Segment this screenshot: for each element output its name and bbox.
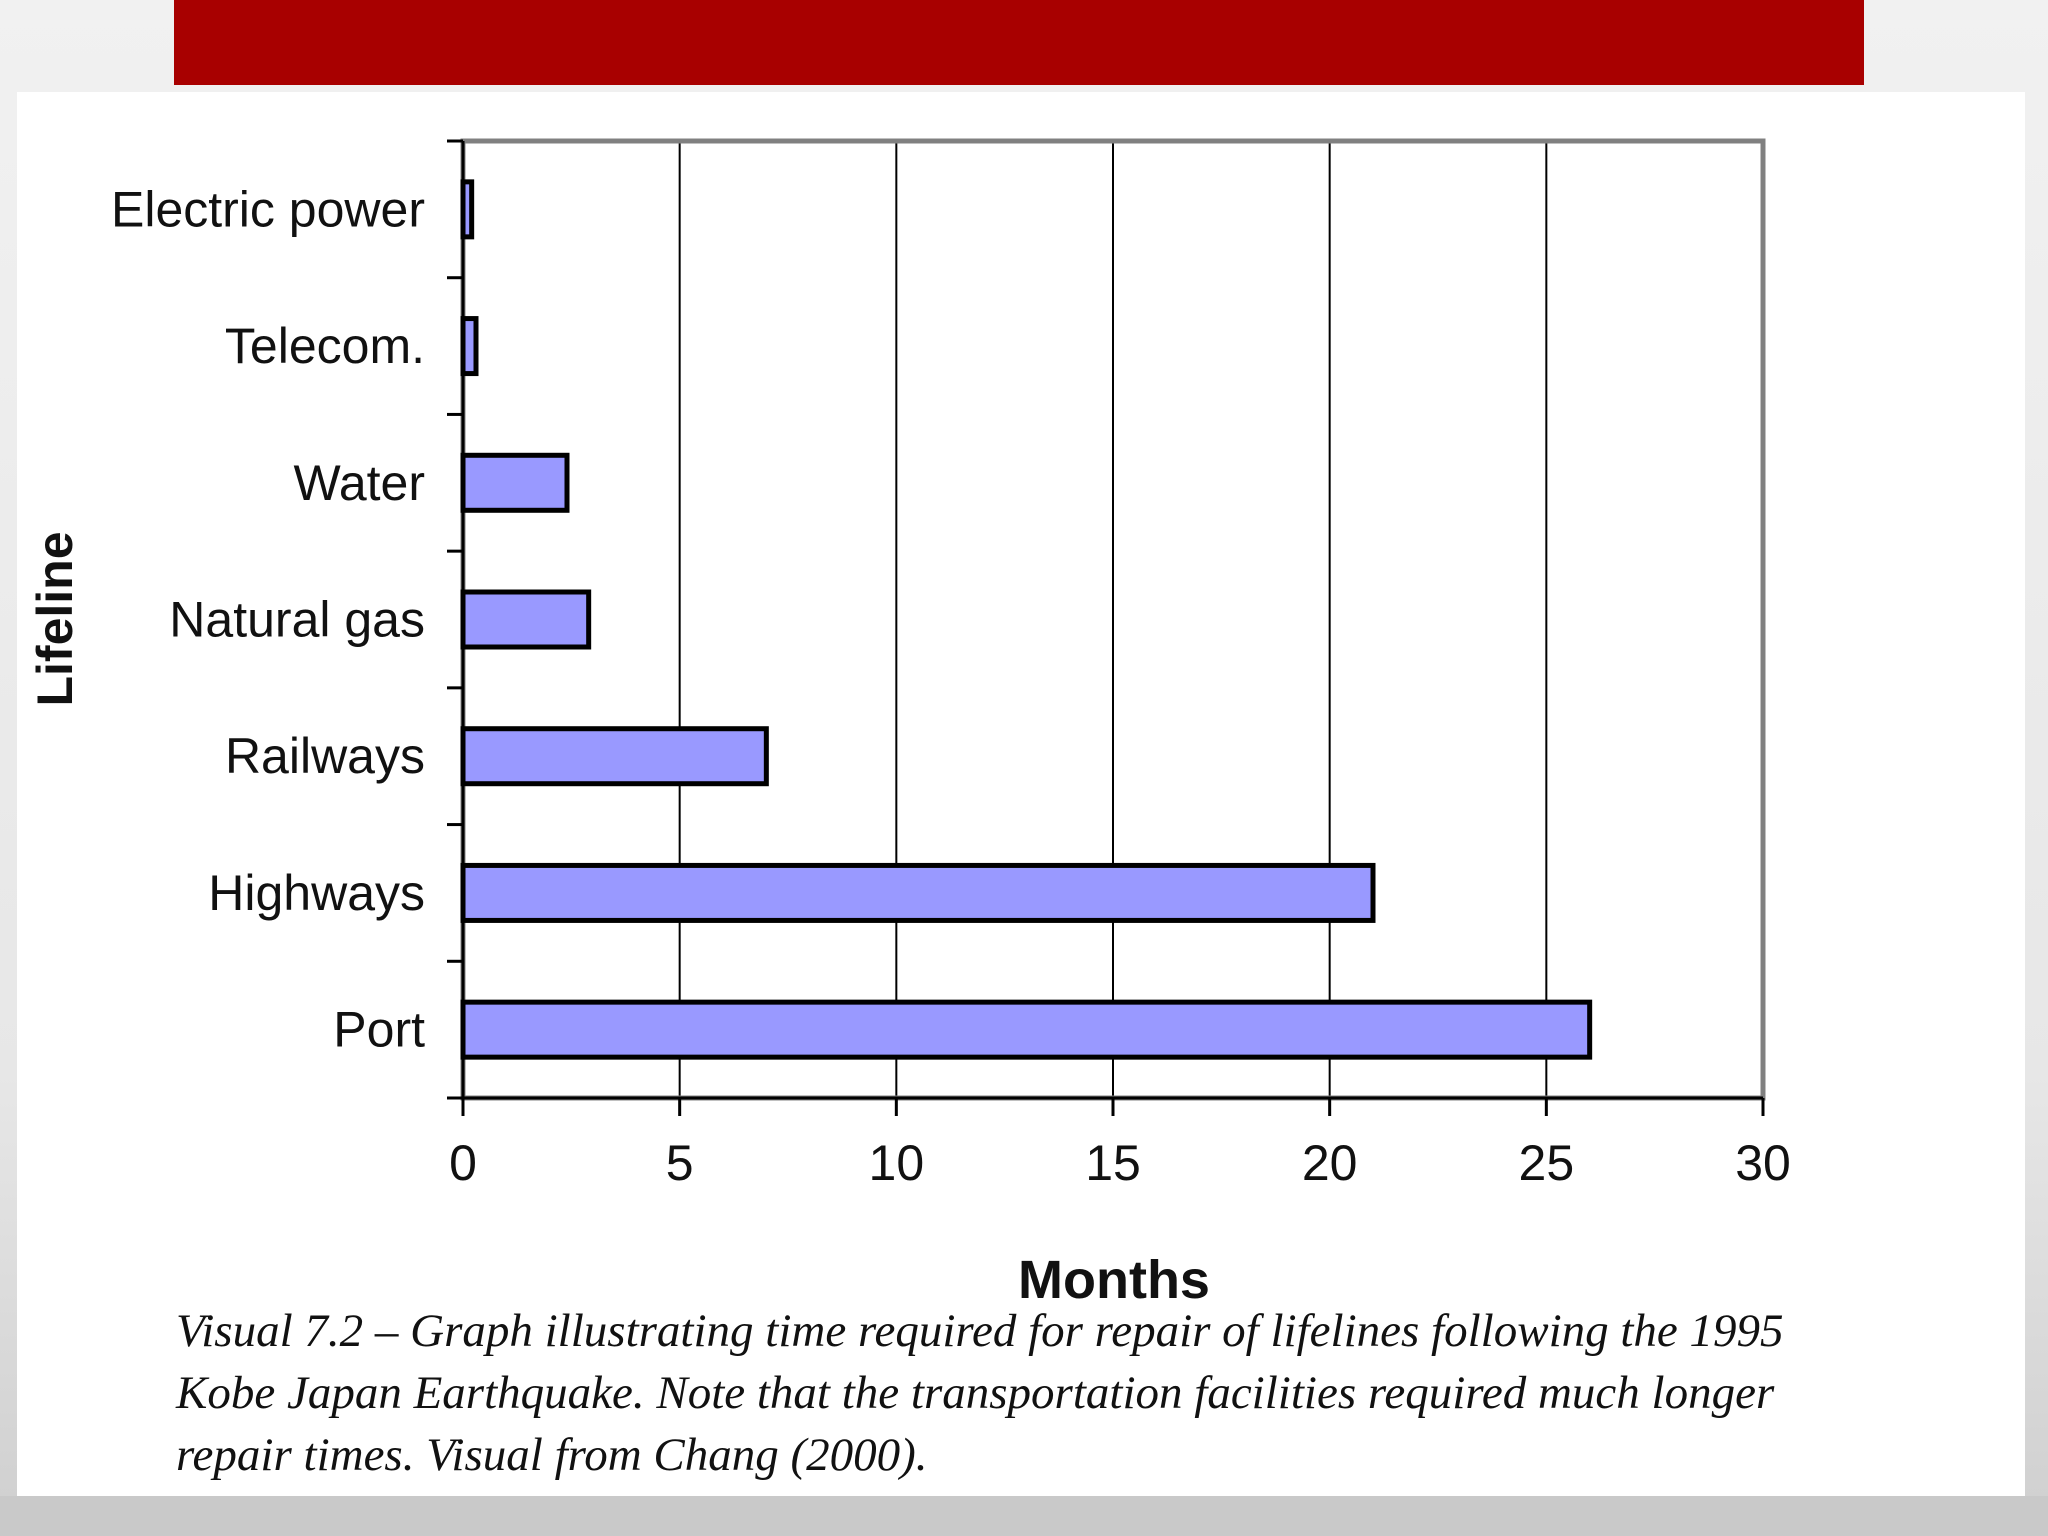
x-tick-label: 15 [1085, 1135, 1141, 1191]
labels-layer: 0 5 10 15 20 25 30 Electric power Telecom. Water N… [111, 181, 1791, 1191]
bar [460, 999, 1593, 1060]
slide-card [17, 92, 2025, 1496]
x-tick-label: 30 [1735, 1135, 1791, 1191]
category-label: Water [294, 455, 426, 511]
category-label: Natural gas [169, 592, 425, 648]
category-label: Electric power [111, 181, 425, 237]
category-label: Port [333, 1002, 425, 1058]
ticks-layer [447, 139, 1765, 1116]
bottom-strip [0, 1496, 2048, 1536]
bar [460, 862, 1376, 923]
bars-layer [460, 179, 1593, 1060]
y-axis-title: Lifeline [27, 531, 83, 706]
title-banner [174, 0, 1864, 85]
x-tick-label: 10 [869, 1135, 925, 1191]
bar-chart: 0 5 10 15 20 25 30 Electric power Telecom. Water N… [27, 138, 1791, 1300]
caption-line-3: repair times. Visual from Chang (2000). [176, 1429, 928, 1481]
x-tick-label: 0 [449, 1135, 477, 1191]
x-tick-label: 25 [1519, 1135, 1575, 1191]
caption-line-1: Visual 7.2 – Graph illustrating time req… [176, 1305, 1784, 1357]
grid-layer [678, 141, 1548, 1098]
bar [460, 452, 570, 513]
category-label: Highways [208, 865, 425, 921]
figure-caption: Visual 7.2 – Graph illustrating time req… [176, 1300, 1876, 1486]
x-tick-label: 20 [1302, 1135, 1358, 1191]
category-label: Telecom. [225, 318, 425, 374]
bar [460, 726, 769, 787]
bar [460, 589, 592, 650]
bar [460, 316, 479, 377]
x-axis-title: Months [1018, 1250, 1210, 1300]
x-tick-label: 5 [666, 1135, 694, 1191]
category-label: Railways [225, 728, 425, 784]
caption-line-2: Kobe Japan Earthquake. Note that the tra… [176, 1367, 1775, 1419]
